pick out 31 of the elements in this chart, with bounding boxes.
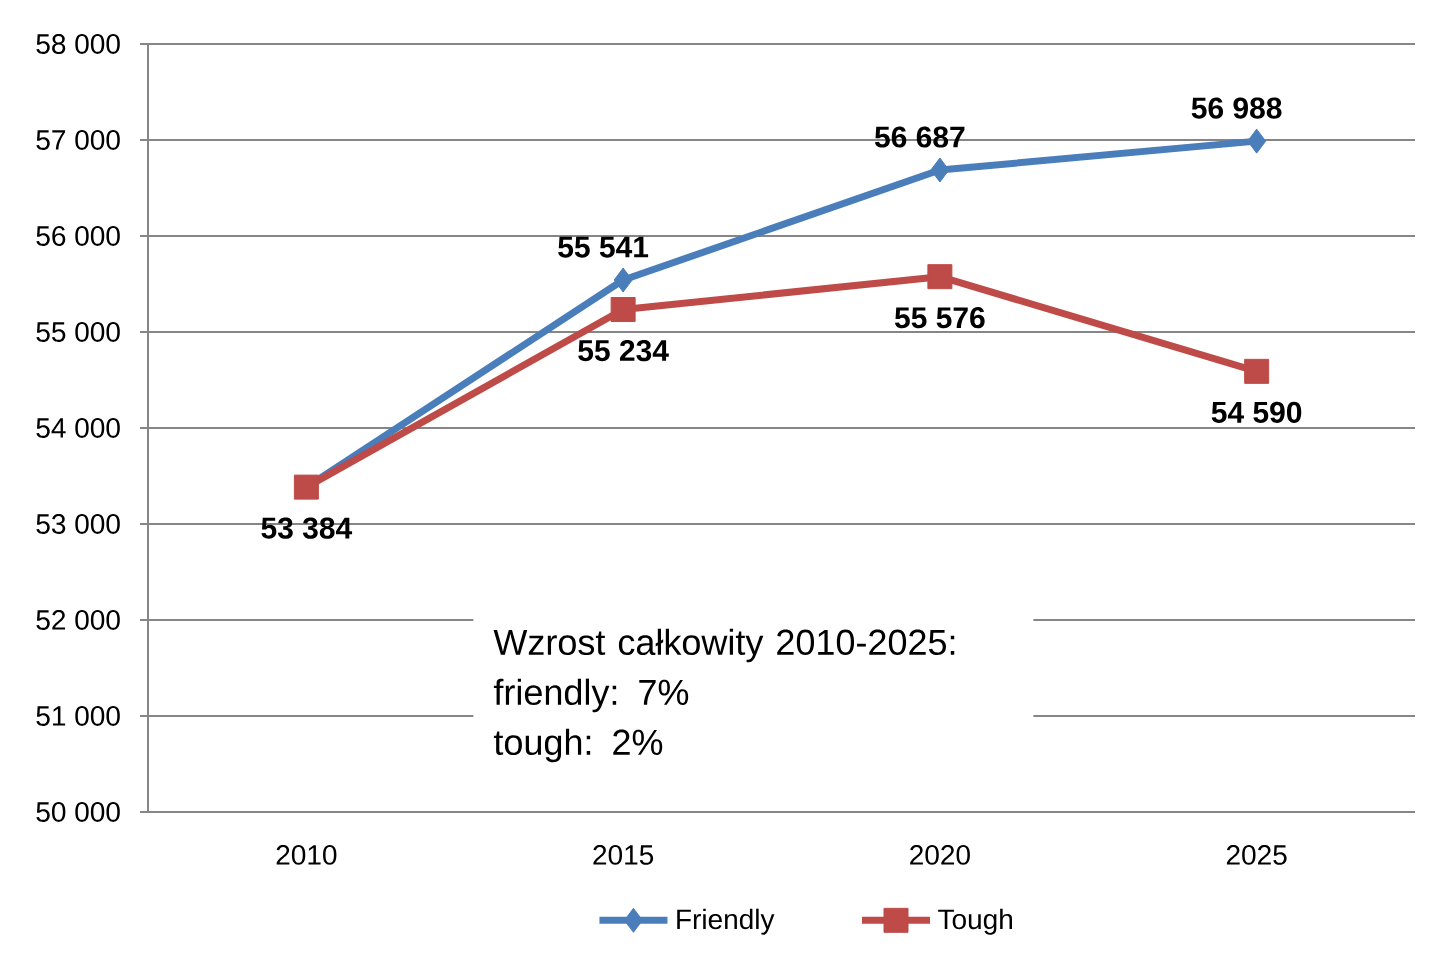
annotation: Wzrost całkowity 2010-2025:: [493, 628, 955, 663]
annotation: tough: 2%: [493, 728, 663, 763]
point: [613, 267, 633, 293]
x-tick-label: 2020: [910, 845, 970, 865]
data-label: 56 687: [874, 126, 965, 148]
x-tick-label: 2010: [276, 845, 337, 865]
y-tick-label: 52 000: [36, 610, 120, 630]
data-label: 55 234: [578, 339, 669, 362]
data-label: 55 541: [558, 236, 649, 258]
x-tick-label: 2015: [593, 845, 654, 865]
legend-label: Tough: [938, 908, 1012, 935]
point: [610, 297, 636, 323]
data-label: 53 384: [261, 517, 353, 539]
annotation: friendly: 7%: [493, 678, 689, 713]
y-tick-label: 53 000: [36, 514, 120, 534]
y-tick-label: 54 000: [36, 418, 120, 438]
y-tick-label: 50 000: [36, 802, 120, 822]
point: [1244, 358, 1270, 384]
x-tick-label: 2025: [1226, 845, 1287, 865]
data-label: 55 576: [894, 307, 985, 329]
y-tick-label: 55 000: [36, 322, 120, 342]
data-label: 54 590: [1211, 401, 1302, 423]
y-tick-label: 57 000: [36, 130, 120, 150]
y-tick-label: 58 000: [36, 34, 120, 54]
y-tick-label: 56 000: [36, 226, 120, 246]
point: [927, 264, 953, 290]
point: [1247, 128, 1267, 154]
legend-label: Friendly: [677, 908, 775, 935]
y-tick-label: 51 000: [36, 706, 120, 726]
data-label: 56 988: [1191, 97, 1282, 119]
point: [930, 157, 950, 183]
